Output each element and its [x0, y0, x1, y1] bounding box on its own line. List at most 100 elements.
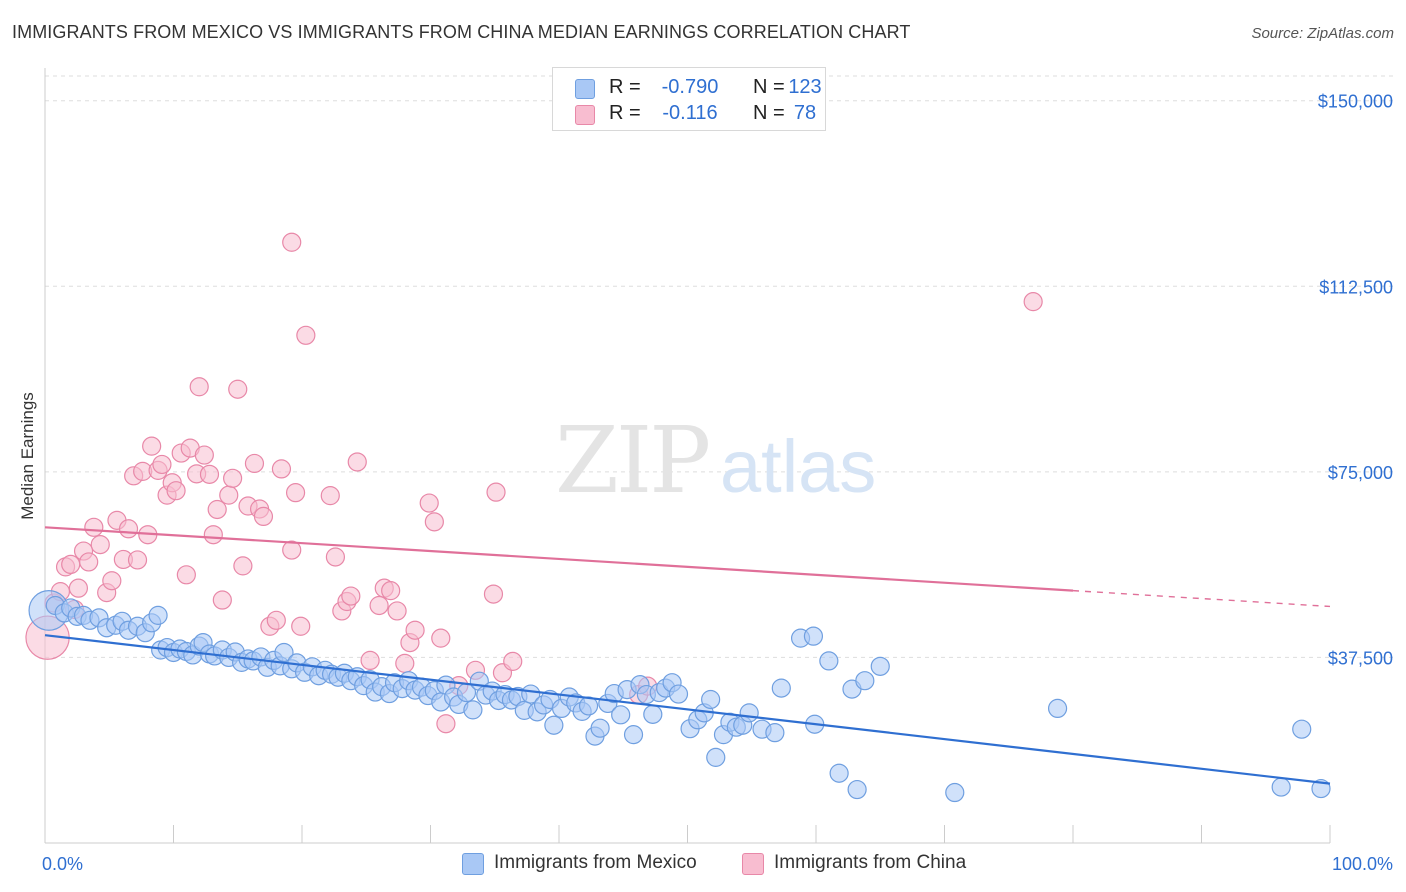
china-point-58 [369, 595, 389, 616]
bottom-legend-label-mexico: Immigrants from Mexico [494, 852, 697, 873]
bottom-legend-swatch-mexico [462, 853, 484, 875]
y-tick-label-2: $112,500 [1319, 277, 1393, 297]
mexico-point-36 [274, 642, 294, 663]
mexico-point-110 [771, 678, 791, 698]
china-point-67 [431, 628, 451, 648]
china-point-65 [419, 493, 439, 513]
china-point-6 [68, 578, 89, 598]
china-point-49 [291, 616, 311, 636]
china-point-31 [194, 445, 214, 465]
china-point-33 [203, 525, 223, 545]
mexico-point-65 [463, 700, 483, 720]
mexico-point-122 [1271, 777, 1291, 797]
x-tick-labels: 0.0% 100.0% [42, 854, 1393, 874]
mexico-point-88 [611, 705, 631, 725]
bottom-legend-label-china: Immigrants from China [774, 852, 967, 873]
china-point-52 [325, 547, 346, 567]
source-label: Source: ZipAtlas.com [1251, 25, 1394, 42]
china-point-15 [118, 519, 139, 539]
china-trend-line [44, 526, 1074, 592]
mexico-point-102 [706, 747, 726, 767]
china-point-37 [223, 468, 243, 488]
watermark: ZIP atlas [555, 407, 876, 514]
china-point-17 [127, 550, 148, 570]
china-point-8 [79, 552, 99, 572]
mexico-point-74 [521, 684, 541, 704]
series-mexico-points [28, 590, 1331, 803]
legend-swatch-china [575, 105, 595, 125]
mexico-point-101 [701, 689, 721, 710]
mexico-point-123 [1292, 719, 1312, 739]
legend-n-label: N = [753, 76, 785, 98]
china-point-60 [381, 581, 401, 601]
mexico-point-93 [643, 704, 663, 724]
legend-n-value-china: 78 [793, 102, 817, 124]
x-tick-label-start: 0.0% [42, 854, 83, 874]
china-point-41 [244, 453, 265, 474]
x-tick-label-end: 100.0% [1332, 854, 1393, 874]
mexico-point-115 [829, 763, 849, 783]
china-point-61 [387, 601, 407, 621]
mexico-trend-line [44, 634, 1331, 785]
y-tick-label-1: $75,000 [1328, 463, 1393, 483]
china-point-22 [152, 454, 172, 475]
mexico-point-15 [148, 605, 168, 625]
china-point-39 [233, 556, 253, 576]
y-tick-label-3: $150,000 [1318, 92, 1393, 112]
watermark-atlas: atlas [720, 425, 876, 508]
china-point-68 [436, 714, 456, 734]
china-point-27 [176, 565, 196, 585]
mexico-point-121 [1047, 698, 1068, 719]
chart-title: IMMIGRANTS FROM MEXICO VS IMMIGRANTS FRO… [12, 22, 911, 42]
china-point-45 [266, 610, 286, 630]
china-point-36 [219, 485, 239, 505]
china-point-48 [285, 483, 306, 503]
legend-n-label: N = [753, 102, 785, 124]
china-point-72 [486, 482, 506, 502]
correlation-legend: R = -0.790 N = 123 R = -0.116 N = 78 [552, 67, 826, 131]
mexico-point-78 [544, 715, 564, 735]
y-tick-labels: $37,500 $75,000 $112,500 $150,000 [1318, 92, 1393, 669]
mexico-point-119 [870, 656, 890, 676]
mexico-point-112 [803, 626, 824, 646]
watermark-zip: ZIP [555, 407, 708, 514]
china-trend-line-extension [1072, 589, 1331, 608]
china-point-30 [189, 377, 209, 397]
china-point-64 [405, 620, 425, 640]
mexico-point-114 [819, 651, 839, 671]
china-point-43 [253, 506, 274, 527]
y-tick-label-0: $37,500 [1328, 648, 1393, 668]
mexico-point-107 [739, 703, 759, 723]
china-point-4 [61, 554, 81, 575]
china-point-46 [271, 459, 292, 479]
mexico-point-85 [590, 718, 610, 738]
mexico-point-90 [623, 725, 644, 745]
legend-swatch-mexico [575, 79, 595, 99]
china-point-56 [347, 452, 367, 472]
china-point-77 [1023, 292, 1043, 312]
china-point-32 [199, 464, 220, 484]
china-point-20 [142, 436, 162, 456]
china-point-38 [228, 379, 248, 399]
china-point-35 [212, 590, 232, 610]
trend-lines [44, 526, 1331, 785]
y-axis-label: Median Earnings [18, 392, 37, 520]
legend-r-label: R = [609, 102, 641, 124]
mexico-point-118 [855, 671, 875, 691]
axes [44, 68, 1331, 844]
china-point-50 [296, 325, 316, 345]
china-point-57 [360, 650, 380, 671]
mexico-point-109 [765, 723, 785, 743]
china-point-34 [207, 499, 227, 520]
bottom-legend-swatch-china [742, 853, 764, 875]
china-point-10 [90, 535, 110, 555]
legend-r-value-mexico: -0.790 [661, 76, 719, 98]
china-point-25 [166, 481, 186, 501]
china-point-62 [395, 653, 415, 673]
china-point-66 [424, 512, 444, 532]
legend-n-value-mexico: 123 [788, 76, 822, 98]
china-point-71 [483, 584, 504, 604]
china-point-78 [282, 232, 302, 252]
mexico-point-97 [668, 684, 689, 704]
